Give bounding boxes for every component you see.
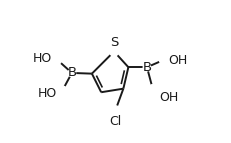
Circle shape: [68, 69, 76, 77]
Text: B: B: [67, 66, 76, 79]
Text: OH: OH: [168, 54, 188, 67]
Circle shape: [111, 106, 120, 114]
Circle shape: [143, 63, 151, 71]
Text: B: B: [142, 61, 152, 74]
Circle shape: [109, 47, 119, 56]
Text: OH: OH: [159, 91, 178, 104]
Text: HO: HO: [38, 87, 57, 100]
Circle shape: [149, 85, 157, 93]
Circle shape: [54, 56, 62, 64]
Text: HO: HO: [33, 52, 52, 65]
Text: Cl: Cl: [109, 115, 122, 128]
Circle shape: [59, 86, 67, 94]
Text: S: S: [110, 36, 118, 49]
Circle shape: [159, 56, 167, 64]
